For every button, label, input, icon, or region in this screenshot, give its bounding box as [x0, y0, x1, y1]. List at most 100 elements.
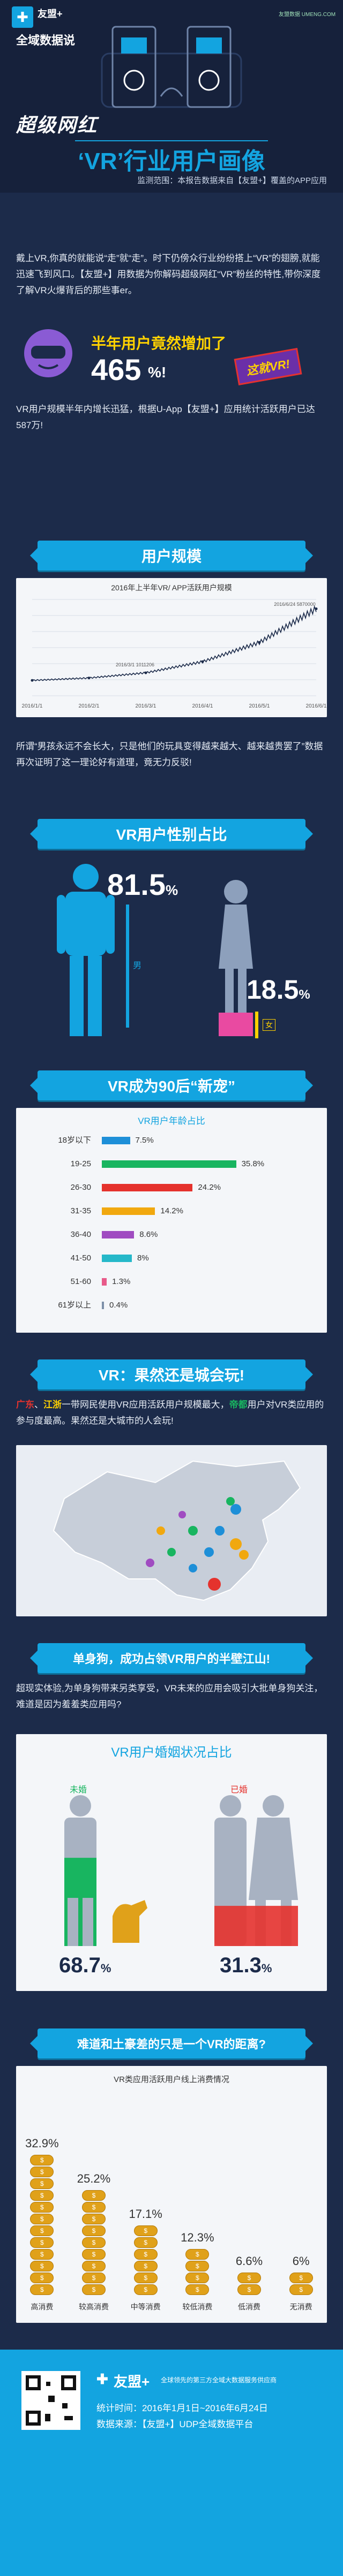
- age-value-label: 8.6%: [139, 1230, 158, 1239]
- china-map-illustration: [53, 1460, 301, 1601]
- coin-stack-bar: $: [30, 2202, 54, 2213]
- coin-stack-bar: $: [289, 2284, 313, 2295]
- coin-stack-bar: $: [133, 2225, 158, 2236]
- coin-stack-bar: $: [82, 2225, 106, 2236]
- ribbon-gender: VR用户性别占比: [30, 819, 313, 849]
- ribbon-city: VR：果然还是城会玩!: [30, 1359, 313, 1389]
- footer-line-1: 统计时间：2016年1月1日~2016年6月24日: [96, 2403, 268, 2413]
- title-rule: [75, 140, 268, 141]
- marital-box: VR用户婚姻状况占比 未婚 已婚 68.7% 31.3%: [16, 1734, 327, 1991]
- male-figure-icon: [57, 864, 115, 1036]
- male-bracket: [126, 905, 129, 1028]
- city-paragraph: 广东、江浙一带网民使用VR应用活跃用户规模最大，帝都用户对VR类应用的参与度最高…: [16, 1400, 324, 1426]
- x-tick-label: 2016/3/1: [136, 703, 156, 709]
- data-point: [315, 607, 318, 610]
- scale-line-chart: 2016/1/1 2016/2/1 2016/3/1 2016/4/1 2016/5/1…: [22, 599, 327, 709]
- coin-stack-bar: $: [30, 2249, 54, 2260]
- coin-stack-bar: $: [30, 2155, 54, 2165]
- coin-stack-bar: $: [30, 2237, 54, 2248]
- age-category-label: 18岁以下: [58, 1136, 91, 1145]
- x-tick-label: 2016/2/1: [79, 703, 100, 709]
- consume-category-label: 低消费: [238, 2303, 260, 2311]
- data-point: [31, 679, 34, 682]
- data-point: [144, 671, 147, 674]
- female-percent: 18.5%: [247, 975, 310, 1005]
- consume-category-label: 中等消费: [130, 2303, 161, 2311]
- consume-bar-chart: $ $ $ $ $ $ $ $ $ $ $ $32.9% 高消费 $ $ $ $ $ $ $ $ $25.2% 较高消费 $ $…: [16, 2087, 327, 2317]
- coin-stack-bar: $: [82, 2284, 106, 2295]
- coin-stack-bar: $: [82, 2261, 106, 2271]
- ribbon-age: VR成为90后“新宠”: [30, 1070, 313, 1100]
- title-hand: 超级网红: [16, 114, 98, 136]
- age-bar: [102, 1302, 104, 1309]
- x-tick-label: 2016/1/1: [22, 703, 43, 709]
- x-tick-label: 2016/6/1: [306, 703, 327, 709]
- data-point: [201, 660, 204, 663]
- brand-logo-icon: ✚: [12, 6, 33, 28]
- age-bar: [102, 1207, 155, 1215]
- consume-value-label: 32.9%: [25, 2137, 59, 2150]
- age-bar: [102, 1137, 130, 1144]
- age-value-label: 7.5%: [135, 1136, 154, 1145]
- growth-label: 半年用户竟然增加了: [91, 335, 227, 352]
- footer-logo-icon: ✚: [96, 2371, 108, 2387]
- footer: ✚ 友盟+ 全球领先的第三方全域大数据服务供应商 统计时间：2016年1月1日~…: [0, 2350, 343, 2576]
- city-hl-guangdong: 广东: [16, 1400, 34, 1410]
- header: ✚ 友盟+ 全域数据说 友盟数据 UMENG.COM 超级网红 ‘VR’行业用户…: [0, 0, 343, 193]
- age-value-label: 24.2%: [198, 1183, 221, 1192]
- male-label: 男: [133, 961, 142, 970]
- single-percent: 68.7%: [59, 1954, 111, 1977]
- vr-headset-illustration: [101, 26, 242, 108]
- brand-top: 友盟+: [38, 9, 63, 19]
- city-hl-jiangzhe: 江浙: [43, 1400, 62, 1410]
- age-bar-chart: 18岁以下 7.5% 19-25 35.8% 26-30 24.2% 31-35 14.2% 3…: [16, 1135, 327, 1327]
- male-percent-value: 81.5: [107, 868, 166, 901]
- consume-value-label: 25.2%: [77, 2172, 111, 2185]
- coin-stack-bar: $: [30, 2214, 54, 2224]
- ribbon-user-scale: 用户规模: [30, 541, 313, 571]
- consume-value-label: 12.3%: [181, 2231, 214, 2244]
- data-point: [87, 677, 91, 680]
- growth-unit: %!: [148, 364, 167, 381]
- age-value-label: 8%: [137, 1253, 149, 1263]
- growth-value: 465: [91, 353, 141, 386]
- single-figure-icon: [64, 1795, 147, 1946]
- coin-stack-bar: $: [82, 2214, 106, 2224]
- coin-stack-bar: $: [82, 2249, 106, 2260]
- coin-stack-bar: $: [237, 2273, 261, 2283]
- age-category-label: 31-35: [70, 1206, 91, 1215]
- data-point: [258, 641, 261, 644]
- age-category-label: 26-30: [70, 1183, 91, 1192]
- intro-section: 戴上VR,你真的就能说“走”就“走”。时下仍傍众行业纷纷搭上“VR”的翅膀,就能…: [0, 193, 343, 541]
- age-bar: [102, 1231, 135, 1238]
- age-chart-box: VR用户年龄占比 18岁以下 7.5% 19-25 35.8% 26-30 24.2% 31…: [16, 1108, 327, 1333]
- age-bar: [102, 1278, 107, 1286]
- married-label: 已婚: [230, 1785, 248, 1795]
- female-label: 女: [263, 1019, 275, 1031]
- single-percent-value: 68.7: [59, 1954, 101, 1977]
- city-hl-capital: 帝都: [229, 1400, 248, 1410]
- coin-stack-bar: $: [185, 2284, 210, 2295]
- age-category-label: 19-25: [70, 1159, 91, 1168]
- age-category-label: 61岁以上: [58, 1301, 91, 1310]
- age-chart-title: VR用户年龄占比: [138, 1116, 205, 1126]
- coin-stack-bar: $: [82, 2202, 106, 2213]
- coin-stack-bar: $: [185, 2273, 210, 2283]
- coin-stack-bar: $: [185, 2261, 210, 2271]
- married-percent-value: 31.3: [220, 1954, 262, 1977]
- x-tick-label: 2016/4/1: [192, 703, 213, 709]
- age-value-label: 14.2%: [160, 1206, 183, 1215]
- x-tick-label: 2016/5/1: [249, 703, 270, 709]
- consume-category-label: 高消费: [31, 2303, 54, 2311]
- age-bar: [102, 1160, 236, 1168]
- corner-logo: 友盟数据 UMENG.COM: [279, 12, 336, 18]
- age-value-label: 0.4%: [109, 1301, 128, 1310]
- qr-code-icon: [21, 2371, 80, 2430]
- vr-face-icon: [24, 329, 72, 377]
- ribbon-consume: 难道和土豪差的只是一个VR的距离?: [30, 2028, 313, 2058]
- scale-chart-title: 2016年上半年VR/ APP活跃用户规模: [111, 583, 232, 592]
- scale-note: 所谓“男孩永远不会长大，只是他们的玩具变得越来越大、越来越贵罢了”数据再次证明了…: [16, 741, 323, 768]
- married-couple-icon: [214, 1795, 298, 1946]
- coin-stack-bar: $: [133, 2284, 158, 2295]
